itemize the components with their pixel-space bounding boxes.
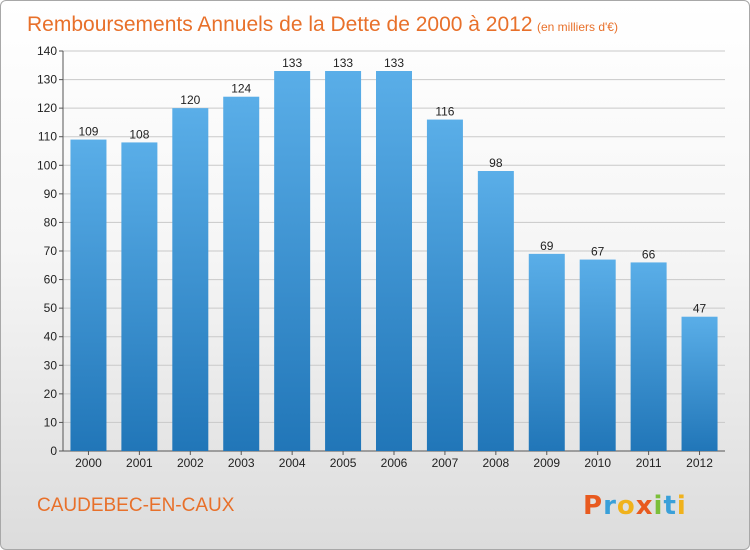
logo-letter: P xyxy=(583,491,604,521)
y-tick-label: 80 xyxy=(44,215,58,229)
bar-value-label: 67 xyxy=(591,245,605,259)
bar-2012 xyxy=(681,316,718,451)
location-name: CAUDEBEC-EN-CAUX xyxy=(37,495,235,516)
label-layer: 109 108 120 124 133 133 133 116 98 69 67 66 47 xyxy=(78,56,706,316)
bar-2002 xyxy=(172,108,209,452)
bar-value-label: 109 xyxy=(78,125,98,139)
bar-value-label: 108 xyxy=(129,127,149,141)
y-tick-label: 50 xyxy=(44,301,58,315)
y-tick-label: 130 xyxy=(37,73,57,87)
chart-subtitle: (en milliers d'€) xyxy=(537,20,618,34)
y-tick-label: 120 xyxy=(37,101,57,115)
bar-2000 xyxy=(70,139,107,452)
y-tick-label: 40 xyxy=(44,330,58,344)
y-tick-label: 140 xyxy=(37,44,57,58)
bar-2010 xyxy=(579,259,616,451)
y-tick-label: 10 xyxy=(44,415,58,429)
bar-2008 xyxy=(477,171,514,451)
bar-value-label: 69 xyxy=(540,239,554,253)
bar-2004 xyxy=(274,71,311,451)
x-tick-label: 2003 xyxy=(228,456,255,470)
x-tick-label: 2004 xyxy=(279,456,306,470)
logo-letter: r xyxy=(603,491,617,521)
logo-letter: i xyxy=(676,491,687,521)
y-tick-label: 70 xyxy=(44,244,58,258)
logo-letter: o xyxy=(616,491,636,521)
bar-value-label: 120 xyxy=(180,93,200,107)
bar-2007 xyxy=(426,119,463,452)
chart-title: Remboursements Annuels de la Dette de 20… xyxy=(27,13,533,36)
bar-value-label: 124 xyxy=(231,82,251,96)
bar-2011 xyxy=(630,262,667,451)
x-tick-label: 2011 xyxy=(636,456,662,470)
logo-letter: x xyxy=(635,491,654,521)
y-tick-label: 0 xyxy=(50,444,57,458)
bar-2005 xyxy=(325,71,362,451)
y-tick-label: 20 xyxy=(44,387,58,401)
y-tick-label: 100 xyxy=(37,158,57,172)
bar-value-label: 133 xyxy=(282,56,302,70)
x-tick-label: 2012 xyxy=(686,456,713,470)
x-tick-label: 2001 xyxy=(126,456,153,470)
bar-value-label: 66 xyxy=(642,247,656,261)
proxiti-logo: Proxiti xyxy=(583,491,687,521)
y-tick-label: 60 xyxy=(44,273,58,287)
bar-2009 xyxy=(528,253,565,451)
x-tick-label: 2010 xyxy=(584,456,611,470)
x-tick-label: 2002 xyxy=(177,456,204,470)
y-tick-label: 90 xyxy=(44,187,58,201)
bar-2006 xyxy=(376,71,412,451)
bar-value-label: 98 xyxy=(489,156,503,170)
bar-value-label: 133 xyxy=(333,56,353,70)
logo-letter: t xyxy=(663,491,677,521)
bar-2003 xyxy=(223,96,260,451)
bar-layer xyxy=(70,71,718,452)
bar-value-label: 133 xyxy=(384,56,404,70)
x-tick-label: 2008 xyxy=(482,456,509,470)
x-tick-label: 2005 xyxy=(330,456,357,470)
axis-layer: 0 10 20 30 40 50 60 70 80 90 100 110 120 130 140 2000 20… xyxy=(37,44,725,470)
bar-2001 xyxy=(121,142,158,451)
y-tick-label: 110 xyxy=(38,130,57,144)
x-tick-label: 2006 xyxy=(381,456,408,470)
y-tick-label: 30 xyxy=(44,358,58,372)
bar-value-label: 47 xyxy=(693,302,707,316)
logo-letter: i xyxy=(653,491,664,521)
x-tick-label: 2007 xyxy=(432,456,459,470)
bar-value-label: 116 xyxy=(435,105,454,119)
x-tick-label: 2000 xyxy=(75,456,102,470)
x-tick-label: 2009 xyxy=(533,456,560,470)
